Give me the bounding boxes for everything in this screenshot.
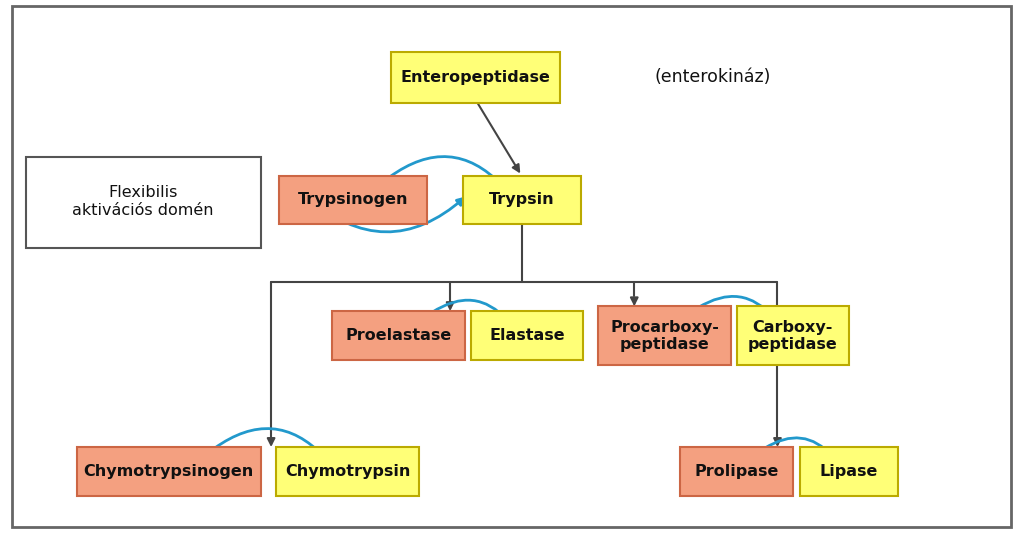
FancyBboxPatch shape [278, 176, 428, 224]
Text: Flexibilis
aktivációs domén: Flexibilis aktivációs domén [73, 185, 214, 217]
FancyBboxPatch shape [391, 52, 561, 102]
Text: Proelastase: Proelastase [346, 328, 452, 343]
FancyBboxPatch shape [680, 447, 793, 496]
FancyBboxPatch shape [598, 306, 731, 365]
FancyBboxPatch shape [26, 157, 261, 248]
FancyBboxPatch shape [276, 447, 419, 496]
Text: Trypsinogen: Trypsinogen [298, 192, 408, 207]
FancyBboxPatch shape [77, 447, 261, 496]
Text: Enteropeptidase: Enteropeptidase [401, 70, 550, 85]
Text: Lipase: Lipase [819, 464, 879, 479]
Text: Carboxy-
peptidase: Carboxy- peptidase [748, 320, 838, 352]
Text: Trypsin: Trypsin [489, 192, 554, 207]
Text: (enterokináz): (enterokináz) [655, 68, 771, 86]
Text: Procarboxy-
peptidase: Procarboxy- peptidase [611, 320, 719, 352]
FancyBboxPatch shape [332, 311, 465, 360]
FancyBboxPatch shape [471, 311, 583, 360]
Text: Chymotrypsin: Chymotrypsin [285, 464, 410, 479]
Text: Chymotrypsinogen: Chymotrypsinogen [84, 464, 254, 479]
FancyBboxPatch shape [462, 176, 581, 224]
FancyBboxPatch shape [800, 447, 898, 496]
FancyBboxPatch shape [12, 6, 1011, 527]
Text: Prolipase: Prolipase [695, 464, 779, 479]
FancyBboxPatch shape [737, 306, 849, 365]
Text: Elastase: Elastase [489, 328, 565, 343]
